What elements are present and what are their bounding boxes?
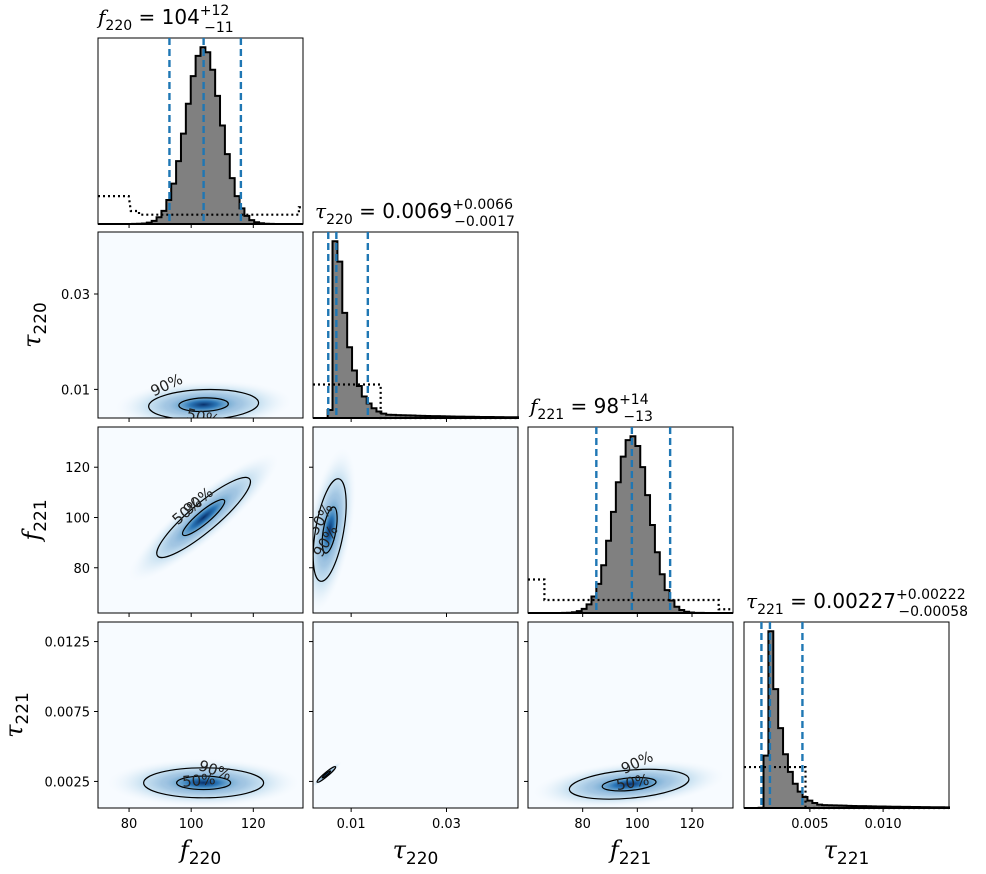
y-tick-label-3: 0.0075 [45, 706, 91, 721]
y-tick-label-3: 0.0025 [45, 775, 91, 790]
prior-histogram [313, 383, 518, 420]
x-axis-label-2: f221 [608, 836, 651, 869]
y-tick-label-1: 0.03 [61, 288, 90, 303]
density-core [318, 494, 342, 566]
contour-90 [143, 767, 265, 799]
title-err-plus: +0.0066 [452, 197, 513, 213]
panel-frame [97, 231, 304, 419]
x-tick-label-0: 100 [179, 817, 204, 832]
y-tick-label-3: 0.0125 [45, 636, 91, 651]
title-value: = 0.0069 [353, 199, 452, 223]
diag-panel-220-0 [97, 37, 304, 225]
panel-frame [97, 426, 304, 614]
title-subscript: 220 [326, 212, 353, 228]
title-subscript: 221 [537, 407, 564, 423]
posterior-histogram [313, 240, 519, 419]
x-axis-label-0: f220 [178, 836, 221, 869]
density-panel-1-3 [312, 621, 519, 809]
density-core [161, 772, 246, 794]
title-value: = 104 [132, 5, 200, 29]
y-axis-label-3: τ221 [0, 692, 33, 738]
x-axis-label-1: τ220 [393, 836, 439, 869]
x-tick-label-1: 0.03 [432, 817, 461, 832]
x-tick-label-0: 80 [121, 817, 138, 832]
contour-90 [316, 765, 337, 783]
density-panel-0-1: 90%50% [97, 231, 304, 419]
posterior-histogram [98, 46, 303, 225]
contour-50 [601, 776, 657, 792]
title-err-plus: +14 [619, 392, 649, 408]
x-tick-label-1: 0.01 [337, 817, 366, 832]
density-core [319, 768, 333, 780]
contour-50 [178, 397, 229, 413]
y-tick-label-2: 100 [65, 511, 90, 526]
diag-panel-221-2 [527, 426, 734, 614]
x-axis-label-3: τ221 [824, 836, 870, 869]
contour-label-50: 50% [181, 770, 216, 791]
prior-histogram [528, 578, 733, 611]
y-tick-label-2: 80 [73, 562, 90, 577]
panel-title-2: f221 = 98+14 −13 [528, 392, 653, 425]
density-panel-0-2: 90%50% [97, 426, 304, 614]
contour-90 [313, 478, 347, 582]
x-tick-label-3: 0.005 [791, 817, 828, 832]
title-err-minus: −0.0017 [454, 214, 515, 230]
contour-90 [568, 768, 690, 800]
y-tick-label-1: 0.01 [61, 383, 90, 398]
title-symbol: τ [746, 589, 758, 613]
contour-90 [156, 476, 252, 559]
title-err-minus: −0.00058 [898, 604, 968, 620]
panel-frame [312, 426, 519, 614]
panel-title-1: τ220 = 0.0069+0.0066 −0.0017 [315, 197, 515, 230]
diag-panel-221-3 [743, 621, 950, 810]
title-subscript: 221 [757, 602, 784, 618]
title-err-plus: +0.00222 [896, 587, 966, 603]
contour-50 [321, 506, 338, 554]
title-err-minus: −13 [623, 409, 653, 425]
title-subscript: 220 [105, 18, 132, 34]
prior-histogram [98, 195, 303, 216]
density-background [313, 622, 518, 808]
title-err-minus: −11 [204, 20, 234, 36]
density-panel-0-3: 90%50% [97, 621, 304, 809]
panel-frame [97, 621, 304, 809]
panel-frame [312, 621, 519, 809]
contour-label-50: 50% [615, 771, 651, 795]
contour-90 [148, 388, 260, 418]
posterior-histogram [528, 435, 733, 614]
y-axis-label-1: τ220 [18, 302, 51, 348]
x-tick-label-2: 80 [574, 817, 591, 832]
y-tick-label-2: 120 [65, 461, 90, 476]
y-axis-label-2: f221 [18, 499, 51, 542]
panel-title-0: f220 = 104+12 −11 [96, 3, 234, 36]
x-tick-label-3: 0.010 [864, 817, 901, 832]
title-err-plus: +12 [200, 3, 230, 19]
density-panel-2-3: 90%50% [527, 621, 734, 809]
title-value: = 98 [564, 394, 619, 418]
x-tick-label-0: 120 [241, 817, 266, 832]
title-symbol: τ [315, 199, 327, 223]
title-value: = 0.00227 [784, 589, 896, 613]
contour-50 [321, 770, 332, 779]
contour-50 [181, 498, 226, 537]
panel-title-3: τ221 = 0.00227+0.00222 −0.00058 [746, 587, 968, 620]
x-tick-label-2: 120 [680, 817, 705, 832]
diag-panel-220-1 [312, 231, 519, 420]
density-panel-1-2: 90%50% [312, 426, 519, 614]
prior-histogram [744, 765, 949, 810]
density-core [170, 489, 237, 546]
x-tick-label-2: 100 [625, 817, 650, 832]
panel-frame [527, 621, 734, 809]
contour-50 [176, 775, 232, 791]
